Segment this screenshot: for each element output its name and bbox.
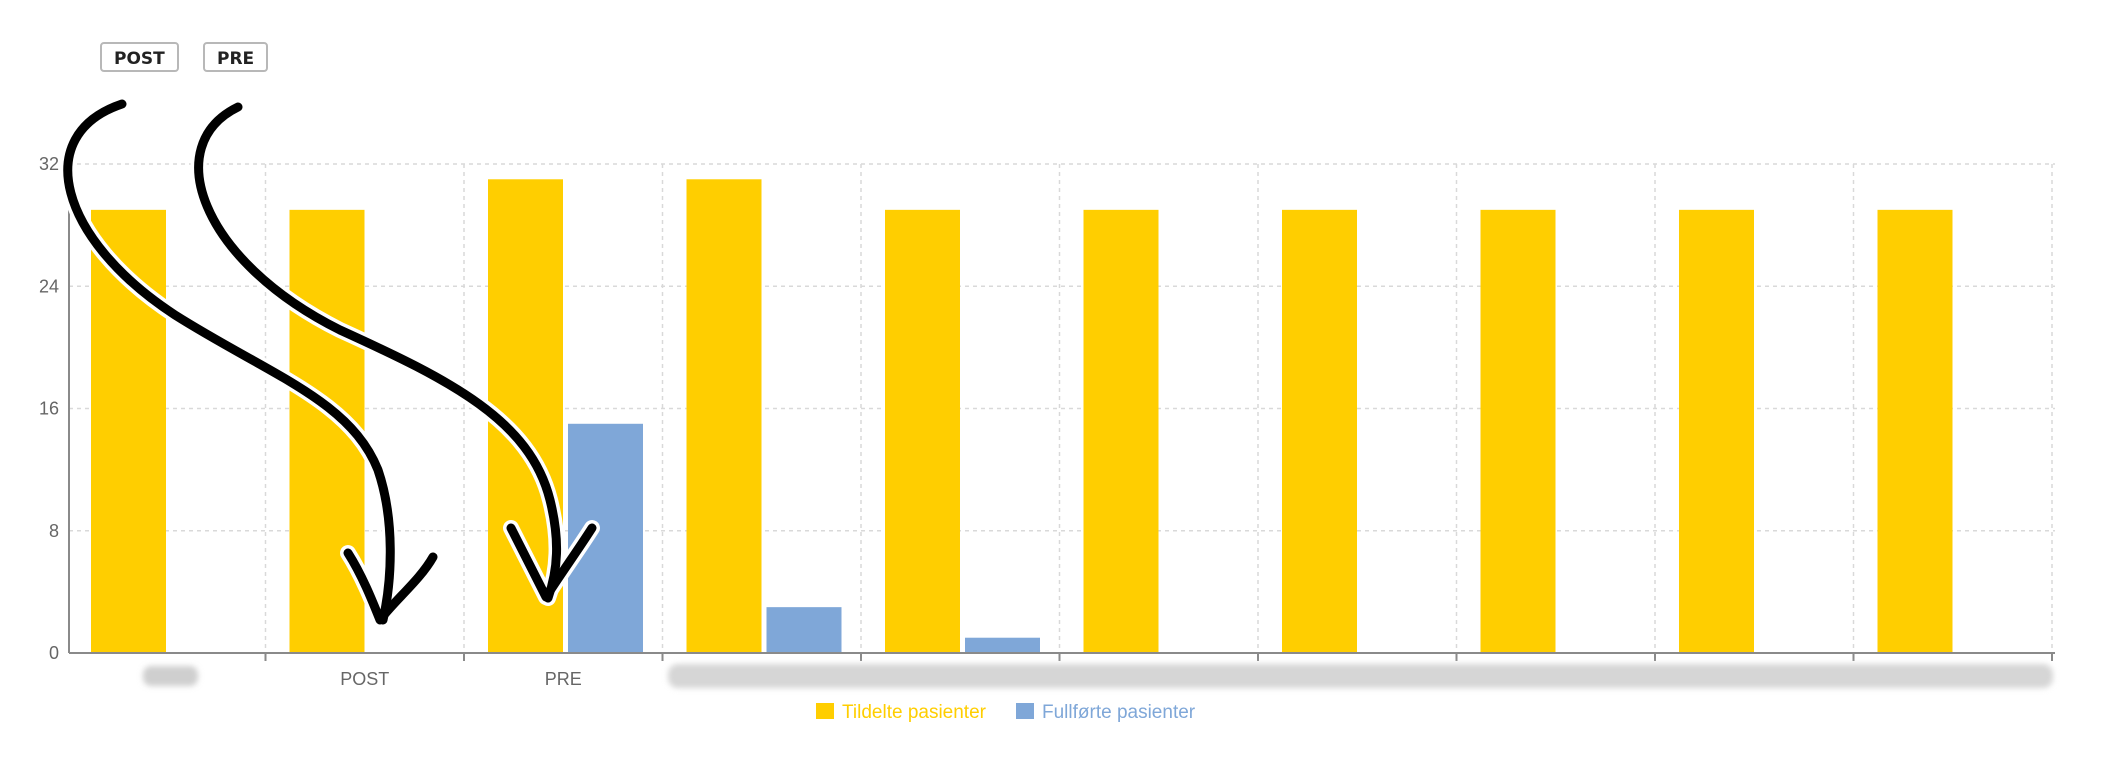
y-tick-label: 32 — [39, 154, 59, 174]
grid — [69, 163, 2055, 653]
x-tick-label: PRE — [545, 669, 582, 689]
bar-tildelte — [686, 179, 762, 653]
bar-tildelte — [1083, 209, 1159, 653]
bar-tildelte — [1679, 209, 1754, 653]
blurred-x-labels — [143, 664, 2053, 688]
bar-tildelte — [1480, 209, 1556, 653]
legend: Tildelte pasienter Fullførte pasienter — [816, 702, 1196, 723]
legend-label: Fullførte pasienter — [1042, 702, 1196, 723]
bar-tildelte — [1282, 209, 1357, 653]
bar-fullforte — [766, 607, 842, 653]
bar-tildelte — [1877, 209, 1953, 653]
x-tick-label: POST — [340, 669, 389, 689]
arrow-stroke — [63, 99, 395, 625]
bar-tildelte — [885, 209, 960, 653]
hand-drawn-arrows — [59, 96, 600, 628]
y-tick-label: 16 — [39, 399, 59, 419]
post-annotation-tag: POST — [100, 42, 179, 72]
y-tick-label: 8 — [49, 521, 59, 541]
y-tick-label: 0 — [49, 643, 59, 663]
legend-swatch — [1016, 703, 1034, 719]
bar-fullforte — [965, 637, 1040, 653]
redacted-label — [143, 666, 198, 686]
axes: 0 8 16 24 32 POST PRE — [39, 154, 2055, 689]
arrow-stroke — [194, 102, 562, 603]
arrow-stroke — [343, 548, 438, 625]
redacted-label — [668, 664, 2053, 688]
y-tick-label: 24 — [39, 276, 59, 296]
legend-swatch — [816, 703, 834, 719]
arrow-stroke — [506, 523, 597, 602]
pre-annotation-tag: PRE — [203, 42, 269, 72]
legend-label: Tildelte pasienter — [842, 702, 987, 723]
